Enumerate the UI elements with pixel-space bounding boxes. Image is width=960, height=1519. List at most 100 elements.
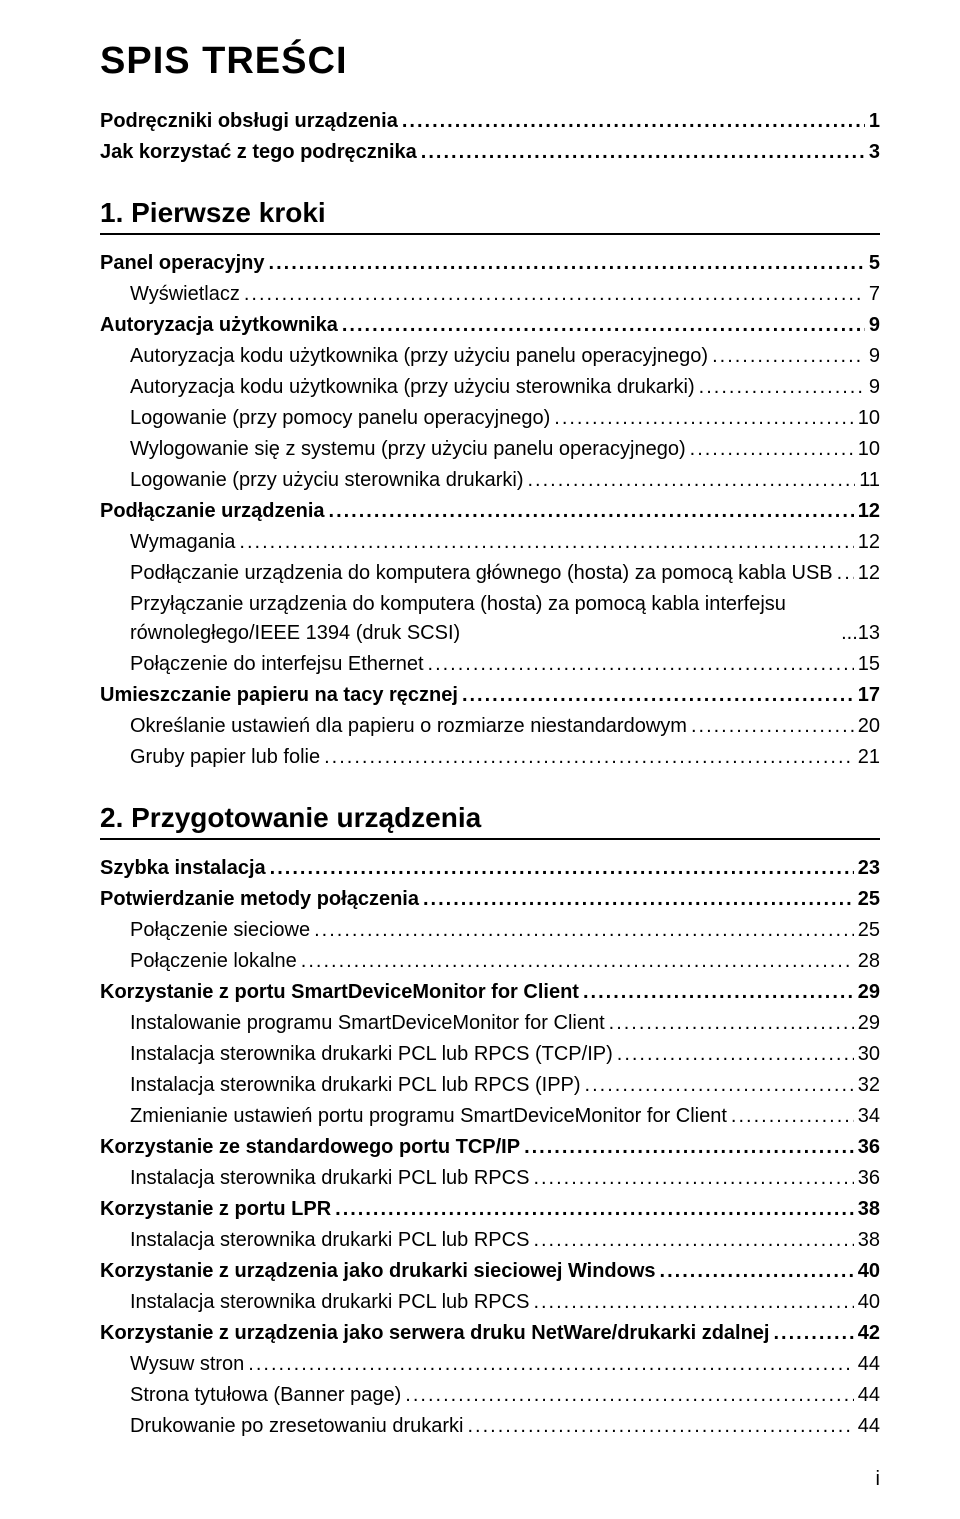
toc-entry-label: Korzystanie ze standardowego portu TCP/I… — [100, 1133, 520, 1162]
toc-entry-label: Korzystanie z portu SmartDeviceMonitor f… — [100, 978, 579, 1007]
toc-entry: Połączenie lokalne28 — [130, 947, 880, 976]
toc-leader-dots — [533, 1226, 853, 1255]
toc-entry: Logowanie (przy pomocy panelu operacyjne… — [130, 404, 880, 433]
toc-entry-page: 36 — [858, 1133, 880, 1162]
toc-entry-page: 40 — [858, 1257, 880, 1286]
toc-entry: Potwierdzanie metody połączenia 25 — [100, 885, 880, 914]
toc-leader-dots — [269, 249, 865, 278]
toc-leader-dots — [773, 1319, 853, 1348]
toc-entry-page: 10 — [858, 404, 880, 433]
toc-entry-label: Korzystanie z portu LPR — [100, 1195, 331, 1224]
toc-entry-label: Instalacja sterownika drukarki PCL lub R… — [130, 1288, 529, 1317]
section-heading: 1. Pierwsze kroki — [100, 197, 880, 229]
toc-entry-label: Umieszczanie papieru na tacy ręcznej — [100, 681, 458, 710]
toc-entry-label: Logowanie (przy pomocy panelu operacyjne… — [130, 404, 550, 433]
toc-entry: Podłączanie urządzenia12 — [100, 497, 880, 526]
toc-entry-label: Potwierdzanie metody połączenia — [100, 885, 419, 914]
toc-entry: Korzystanie ze standardowego portu TCP/I… — [100, 1133, 880, 1162]
toc-entry-label: Określanie ustawień dla papieru o rozmia… — [130, 712, 687, 741]
toc-entry-page: 25 — [858, 885, 880, 914]
toc-entry-page: 40 — [858, 1288, 880, 1317]
main-title: SPIS TREŚCI — [100, 40, 880, 83]
toc-entry-page: 32 — [858, 1071, 880, 1100]
toc-leader-dots — [335, 1195, 854, 1224]
toc-entry-page: 38 — [858, 1226, 880, 1255]
toc-entry-page: 29 — [858, 978, 880, 1007]
toc-entry-label: Instalacja sterownika drukarki PCL lub R… — [130, 1040, 613, 1069]
toc-leader-dots — [301, 947, 854, 976]
toc-leader-dots — [468, 1412, 854, 1441]
toc-leader-dots — [342, 311, 865, 340]
toc-entry-page: 12 — [858, 528, 880, 557]
toc-leader-dots — [248, 1350, 853, 1379]
toc-entry-label: Instalacja sterownika drukarki PCL lub R… — [130, 1226, 529, 1255]
toc-entry: Korzystanie z portu LPR38 — [100, 1195, 880, 1224]
toc-entry-label: Wyświetlacz — [130, 280, 240, 309]
toc-entry: Instalacja sterownika drukarki PCL lub R… — [130, 1040, 880, 1069]
toc-entry-label: Połączenie lokalne — [130, 947, 297, 976]
toc-entry: Określanie ustawień dla papieru o rozmia… — [130, 712, 880, 741]
toc-entry: Instalowanie programu SmartDeviceMonitor… — [130, 1009, 880, 1038]
toc-entry-label: Korzystanie z urządzenia jako drukarki s… — [100, 1257, 656, 1286]
toc-leader-dots — [524, 1133, 854, 1162]
toc-entry: Korzystanie z urządzenia jako serwera dr… — [100, 1319, 880, 1348]
toc-entry-label: Strona tytułowa (Banner page) — [130, 1381, 401, 1410]
toc-sections: 1. Pierwsze kroki Panel operacyjny5Wyświe… — [100, 197, 880, 1441]
toc-entry-page: 21 — [858, 743, 880, 772]
toc-entry: Autoryzacja kodu użytkownika (przy użyci… — [130, 373, 880, 402]
toc-entry-page: 36 — [858, 1164, 880, 1193]
toc-entry-page: 20 — [858, 712, 880, 741]
toc-leader-dots — [244, 280, 865, 309]
toc-entry-page: 29 — [858, 1009, 880, 1038]
toc-entry-page: 12 — [858, 497, 880, 526]
toc-entry-label: Podłączanie urządzenia do komputera głów… — [130, 559, 833, 588]
toc-entry-label: Szybka instalacja — [100, 854, 266, 883]
toc-leader-dots — [699, 373, 865, 402]
toc-entry: Panel operacyjny5 — [100, 249, 880, 278]
toc-leader-dots — [691, 712, 854, 741]
toc-entry-label: Jak korzystać z tego podręcznika — [100, 138, 417, 167]
toc-entry-label: Logowanie (przy użyciu sterownika drukar… — [130, 466, 524, 495]
toc-entry: Wyświetlacz7 — [130, 280, 880, 309]
toc-leader-dots — [314, 916, 854, 945]
toc-leader-dots — [329, 497, 854, 526]
toc-entry-page: 17 — [858, 681, 880, 710]
toc-leader-dots — [462, 681, 854, 710]
toc-entry-page: 9 — [869, 373, 880, 402]
toc-entry-page: 44 — [858, 1381, 880, 1410]
toc-entry-page: 10 — [858, 435, 880, 464]
toc-leader-dots — [660, 1257, 854, 1286]
toc-entry-page: 11 — [859, 466, 880, 495]
toc-leader-dots — [712, 342, 865, 371]
toc-leader-dots — [617, 1040, 854, 1069]
page-number: i — [876, 1468, 880, 1491]
toc-entry-page: 34 — [858, 1102, 880, 1131]
toc-entry: Instalacja sterownika drukarki PCL lub R… — [130, 1071, 880, 1100]
toc-entry-label: Instalacja sterownika drukarki PCL lub R… — [130, 1071, 581, 1100]
toc-entry: Autoryzacja kodu użytkownika (przy użyci… — [130, 342, 880, 371]
toc-leader-dots — [554, 404, 853, 433]
toc-entry-page: 30 — [858, 1040, 880, 1069]
toc-leader-dots — [690, 435, 854, 464]
section-rule — [100, 838, 880, 840]
toc-entry: Umieszczanie papieru na tacy ręcznej 17 — [100, 681, 880, 710]
toc-entry: Korzystanie z portu SmartDeviceMonitor f… — [100, 978, 880, 1007]
toc-entry: Podręczniki obsługi urządzenia1 — [100, 107, 880, 136]
toc-leader-dots — [837, 559, 854, 588]
toc-entry: Przyłączanie urządzenia do komputera (ho… — [130, 590, 880, 648]
toc-entry: Autoryzacja użytkownika9 — [100, 311, 880, 340]
toc-entry-label: Instalowanie programu SmartDeviceMonitor… — [130, 1009, 605, 1038]
toc-entry-label: Instalacja sterownika drukarki PCL lub R… — [130, 1164, 529, 1193]
toc-entry-label: Zmienianie ustawień portu programu Smart… — [130, 1102, 727, 1131]
document-page: SPIS TREŚCI Podręczniki obsługi urządzen… — [0, 0, 960, 1519]
toc-entry-page: 12 — [858, 559, 880, 588]
toc-entry: Wymagania12 — [130, 528, 880, 557]
toc-entry: Szybka instalacja23 — [100, 854, 880, 883]
toc-leader-dots — [239, 528, 853, 557]
toc-leader-dots — [731, 1102, 854, 1131]
toc-leader-dots — [428, 650, 854, 679]
toc-entry-page: 42 — [858, 1319, 880, 1348]
toc-entry: Połączenie do interfejsu Ethernet15 — [130, 650, 880, 679]
toc-leader-dots — [609, 1009, 854, 1038]
toc-entry-label: Podręczniki obsługi urządzenia — [100, 107, 398, 136]
